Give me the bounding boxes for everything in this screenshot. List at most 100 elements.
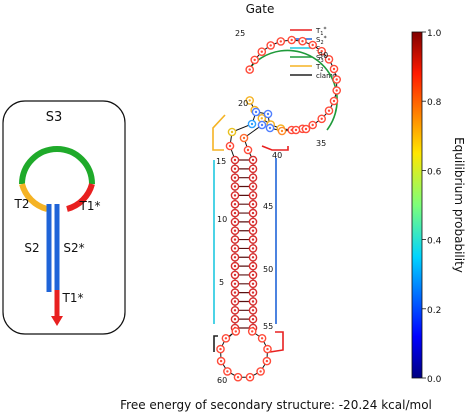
nucleotide-dot	[332, 99, 336, 103]
nucleotide-dot	[233, 167, 237, 170]
s3-label: S3	[46, 110, 63, 125]
nucleotide-dot	[327, 109, 331, 112]
nucleotide-dot	[311, 43, 314, 47]
nucleotide-dot	[260, 337, 264, 340]
legend: T1*S2*S2S3T2clamp	[290, 26, 338, 80]
nucleotide-dot	[251, 264, 255, 268]
nucleotide-dot	[304, 127, 308, 131]
pos-label-30: 30	[318, 51, 328, 60]
nucleotide-dot	[251, 220, 255, 224]
secondary-structure: 25 30 20 35 15 40 10 45 5 50 55 60	[212, 29, 342, 385]
nucleotide-dot	[301, 40, 304, 43]
colorbar-tick-label: 0.4	[427, 237, 442, 247]
nucleotide-dot	[251, 158, 255, 162]
nucleotide-dot	[233, 264, 237, 268]
nucleotide-dot	[290, 38, 293, 42]
pos-label-5: 5	[219, 278, 224, 287]
nucleotide-dot	[226, 370, 229, 373]
nucleotide-dot	[251, 238, 255, 241]
nucleotide-dot	[265, 359, 269, 363]
nucleotide-dot	[251, 203, 255, 206]
nucleotide-dot	[251, 256, 255, 259]
legend-label: S2*	[316, 35, 327, 46]
nucleotide-dot	[233, 309, 237, 312]
nucleotide-dot	[251, 291, 255, 294]
colorbar-gradient	[411, 31, 423, 379]
nucleotide-dot	[332, 67, 336, 71]
t1star-annotation	[261, 145, 289, 151]
nucleotide-dot	[233, 256, 237, 259]
nucleotide-dot	[251, 318, 255, 321]
nucleotide-dot	[246, 148, 250, 152]
s2star-label: S2*	[63, 241, 84, 255]
nucleotide-dot	[254, 110, 258, 114]
legend-label: T1*	[315, 26, 326, 37]
nucleotide-dot	[266, 347, 269, 351]
colorbar-tick-label: 0.2	[427, 306, 441, 316]
nucleotide-dot	[233, 247, 237, 250]
nucleotide-dot	[266, 112, 270, 116]
t1star-bottom-label: T1*	[62, 291, 84, 305]
nucleotide-dot	[269, 44, 272, 47]
nucleotide-dot	[233, 194, 237, 197]
nucleotide-dot	[251, 211, 255, 215]
colorbar-tick-label: 0.8	[427, 98, 442, 108]
legend-label: S3	[316, 54, 324, 64]
nucleotide-dot	[233, 176, 237, 179]
junction-backbone-inner	[243, 124, 263, 161]
nucleotide-dot	[233, 158, 237, 162]
nucleotide-dot	[230, 130, 234, 134]
pos-label-55: 55	[263, 322, 273, 331]
nucleotide-dot	[233, 229, 237, 232]
nucleotide-dot	[251, 309, 255, 312]
nucleotide-dot	[233, 282, 237, 285]
gate-title: Gate	[246, 2, 275, 16]
nucleotide-dot	[335, 89, 338, 92]
t2-annotation	[212, 114, 226, 151]
nucleotide-dot	[233, 203, 237, 206]
nucleotide-dot	[251, 229, 255, 232]
nucleotide-dot	[311, 123, 314, 127]
nucleotide-dot	[233, 291, 237, 294]
nucleotide-dot	[251, 194, 255, 197]
s3-loop-arc	[19, 146, 95, 185]
nucleotide-dot	[259, 370, 262, 373]
nucleotide-dot	[280, 129, 284, 133]
t2-arc	[19, 183, 48, 212]
pos-label-40: 40	[272, 151, 282, 160]
pos-label-60: 60	[217, 376, 227, 385]
bases	[216, 35, 342, 382]
legend-label: clamp	[316, 72, 338, 80]
nucleotide-dot	[327, 58, 331, 61]
t1star-label: T1*	[79, 199, 101, 213]
pos-label-20: 20	[238, 99, 248, 108]
colorbar-tick-label: 1.0	[427, 29, 442, 39]
nucleotide-dot	[251, 282, 255, 285]
nucleotide-dot	[228, 144, 232, 148]
colorbar: 1.0 0.8 0.6 0.4 0.2 0.0 Equilibrium probabili…	[411, 29, 466, 385]
schematic: S3 T2 T1* S2 S2* T1*	[2, 100, 126, 335]
legend-entry: T2	[290, 63, 323, 73]
nucleotide-dot	[248, 376, 252, 379]
pos-label-50: 50	[263, 265, 273, 274]
nucleotide-dot	[242, 136, 246, 140]
nucleotide-dot	[233, 220, 237, 224]
pos-label-25: 25	[235, 29, 245, 38]
nucleotide-dot	[236, 376, 240, 379]
colorbar-label: Equilibrium probability	[452, 137, 466, 273]
pos-label-35: 35	[316, 139, 326, 148]
nucleotide-dot	[251, 167, 255, 170]
nucleotide-dot	[268, 126, 272, 130]
nucleotide-dot	[251, 330, 254, 333]
nucleotide-dot	[251, 247, 255, 250]
legend-label: T2	[315, 63, 323, 73]
pos-label-10: 10	[217, 215, 227, 224]
nucleotide-dot	[294, 128, 298, 132]
nucleotide-dot	[234, 330, 237, 333]
nucleotide-dot	[224, 337, 228, 340]
nucleotide-dot	[233, 211, 237, 215]
position-labels: 25 30 20 35 15 40 10 45 5 50 55 60	[216, 29, 328, 385]
nucleotide-dot	[320, 50, 323, 53]
nucleotide-dot	[251, 185, 255, 188]
